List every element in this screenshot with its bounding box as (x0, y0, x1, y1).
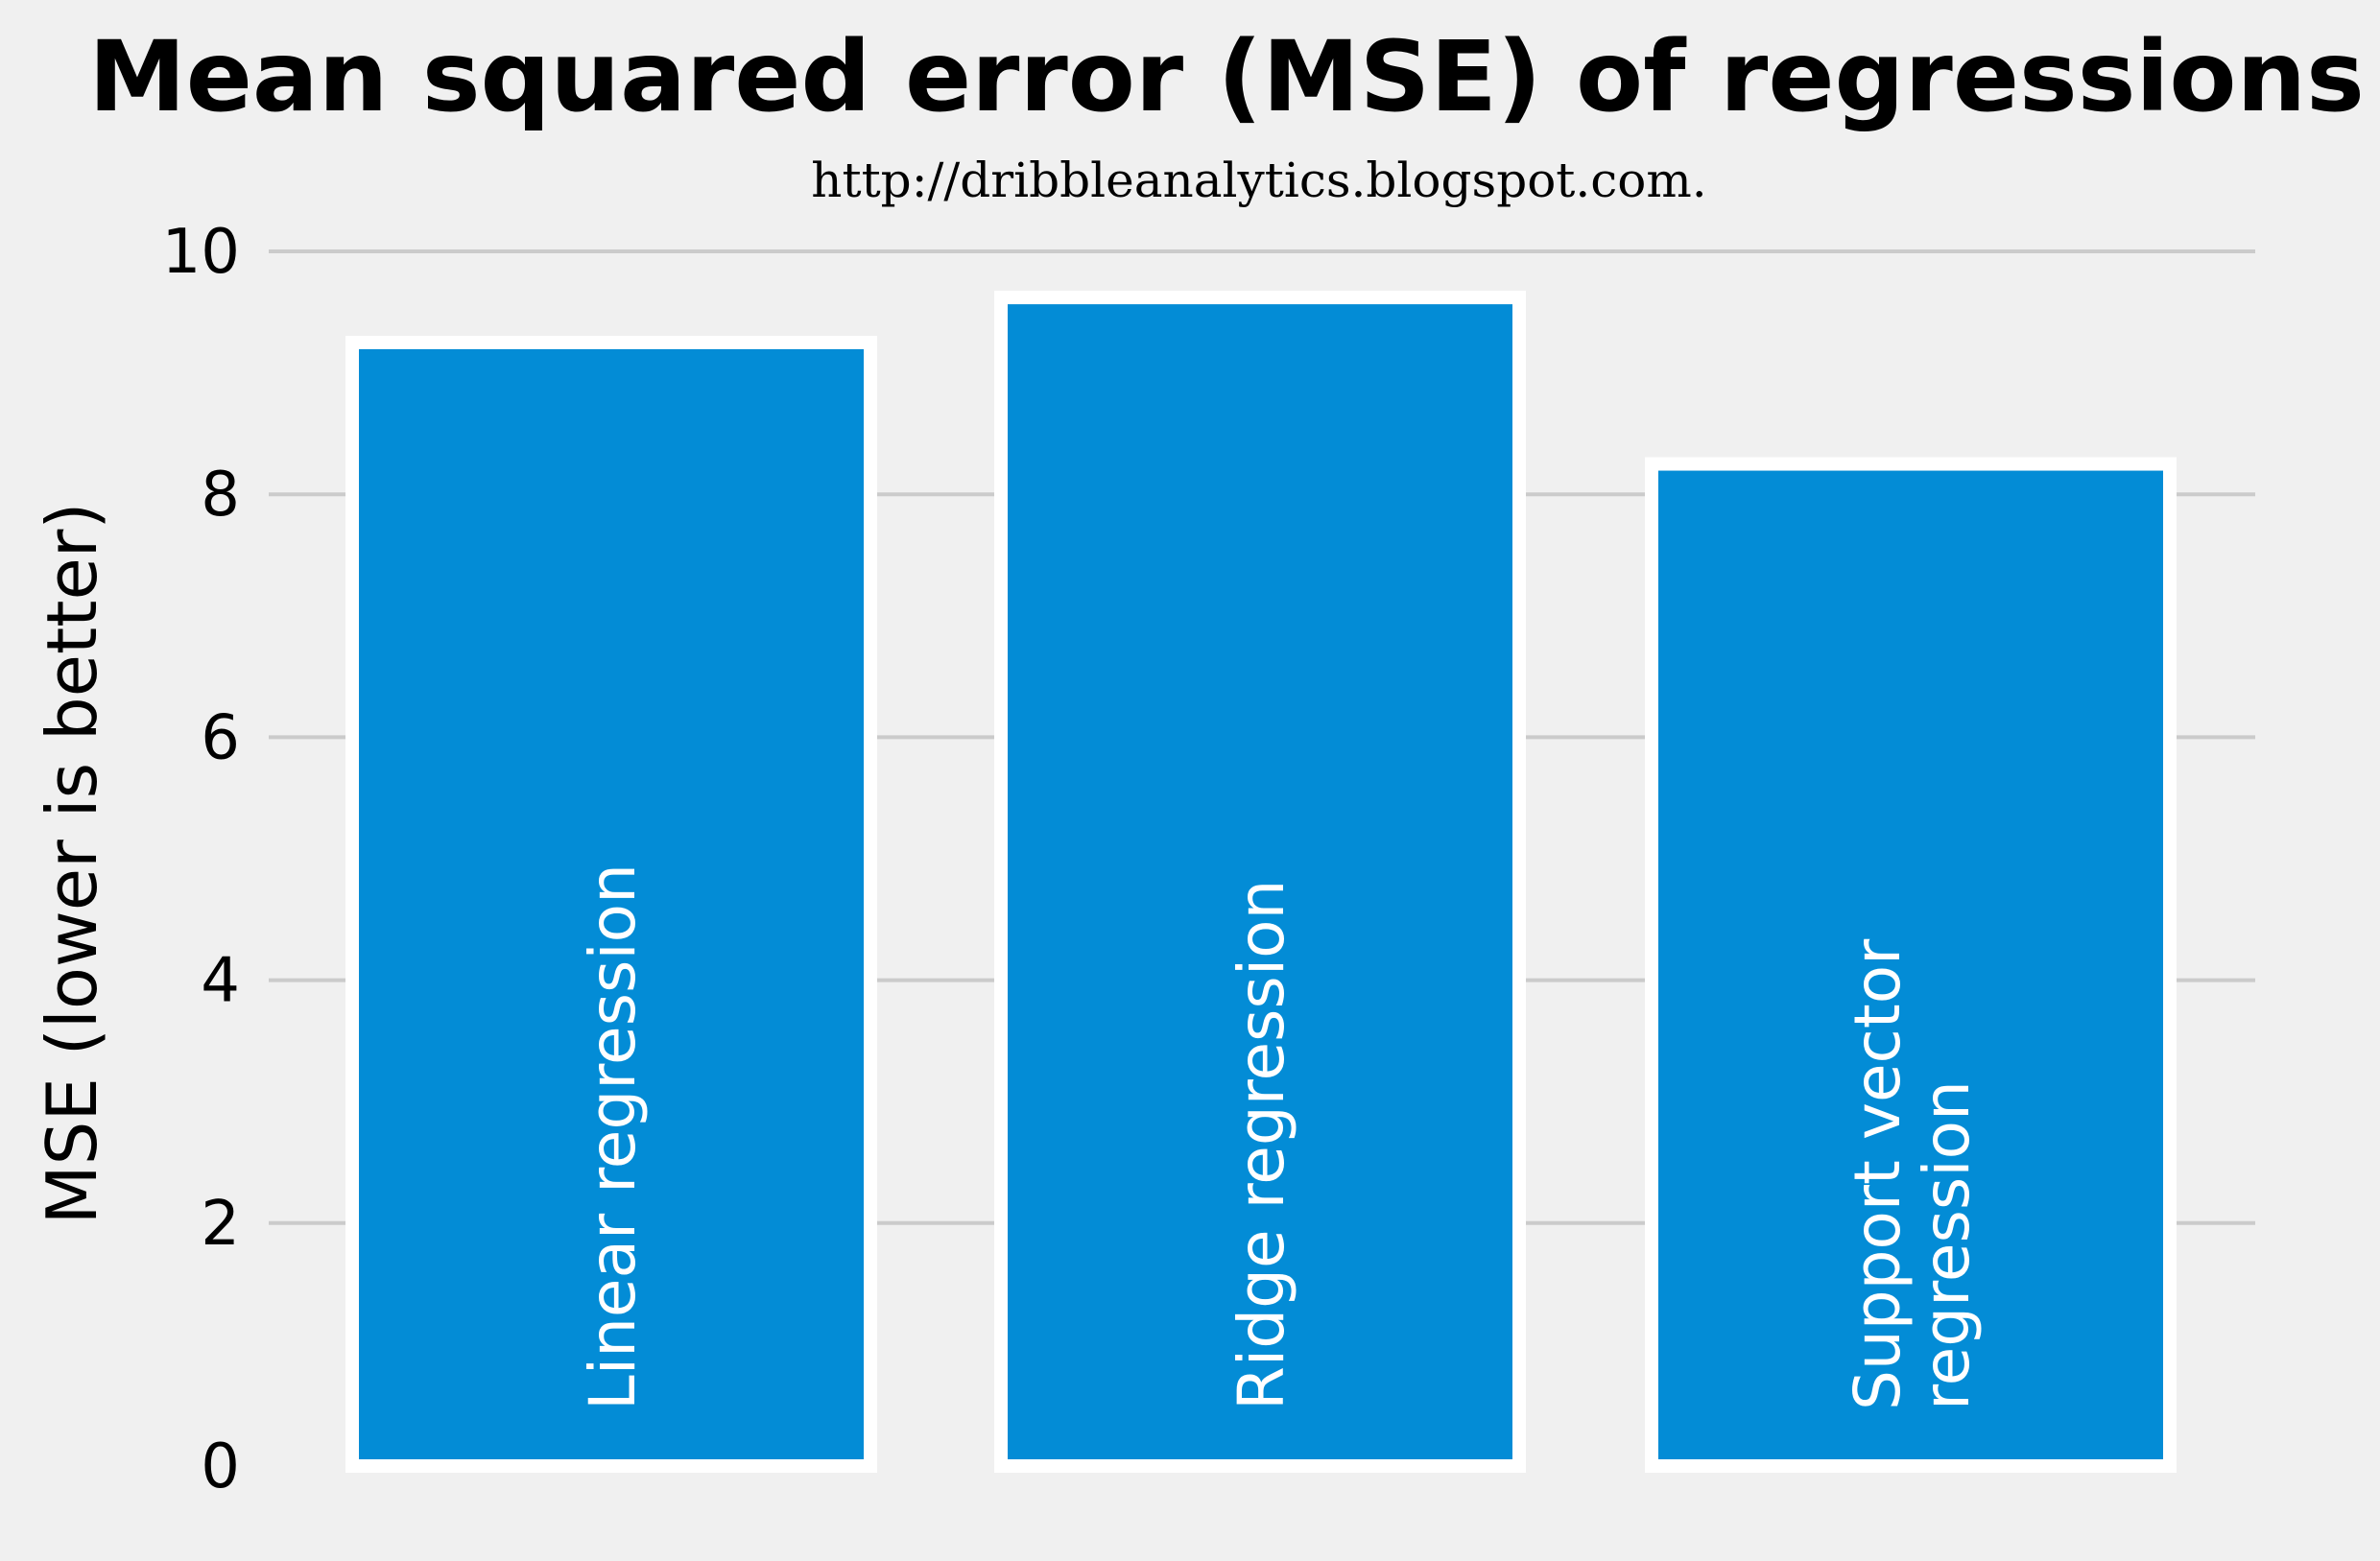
y-tick-label: 0 (201, 1431, 240, 1502)
bar-category-label: Ridge regression (1225, 880, 1298, 1410)
bar-category-label: Support vectorregression (1841, 938, 1984, 1410)
y-tick-label: 8 (201, 460, 240, 531)
y-tick-label: 10 (162, 217, 240, 288)
y-axis-ticks: 0 2 4 6 8 10 (162, 217, 240, 1502)
bar (994, 291, 1526, 1473)
bar-category-label: Linear regression (576, 863, 650, 1410)
y-axis-label: MSE (lower is better) (32, 503, 112, 1225)
y-tick-label: 2 (201, 1189, 240, 1260)
bar-category-label-line: regression (1910, 1080, 1984, 1410)
y-tick-label: 4 (201, 946, 240, 1017)
bar-category-label-line: Ridge regression (1225, 880, 1298, 1410)
chart-title: Mean squared error (MSE) of regressions (88, 20, 2365, 134)
bar-category-label-line: Linear regression (576, 863, 650, 1410)
bar (345, 335, 877, 1474)
chart-subtitle: http://dribbleanalytics.blogspot.com. (811, 153, 1706, 208)
y-tick-label: 6 (201, 702, 240, 773)
bar (1645, 457, 2177, 1473)
bars: Linear regression Ridge regression Support… (345, 291, 2177, 1474)
bar-category-label-line: Support vector (1841, 938, 1915, 1410)
